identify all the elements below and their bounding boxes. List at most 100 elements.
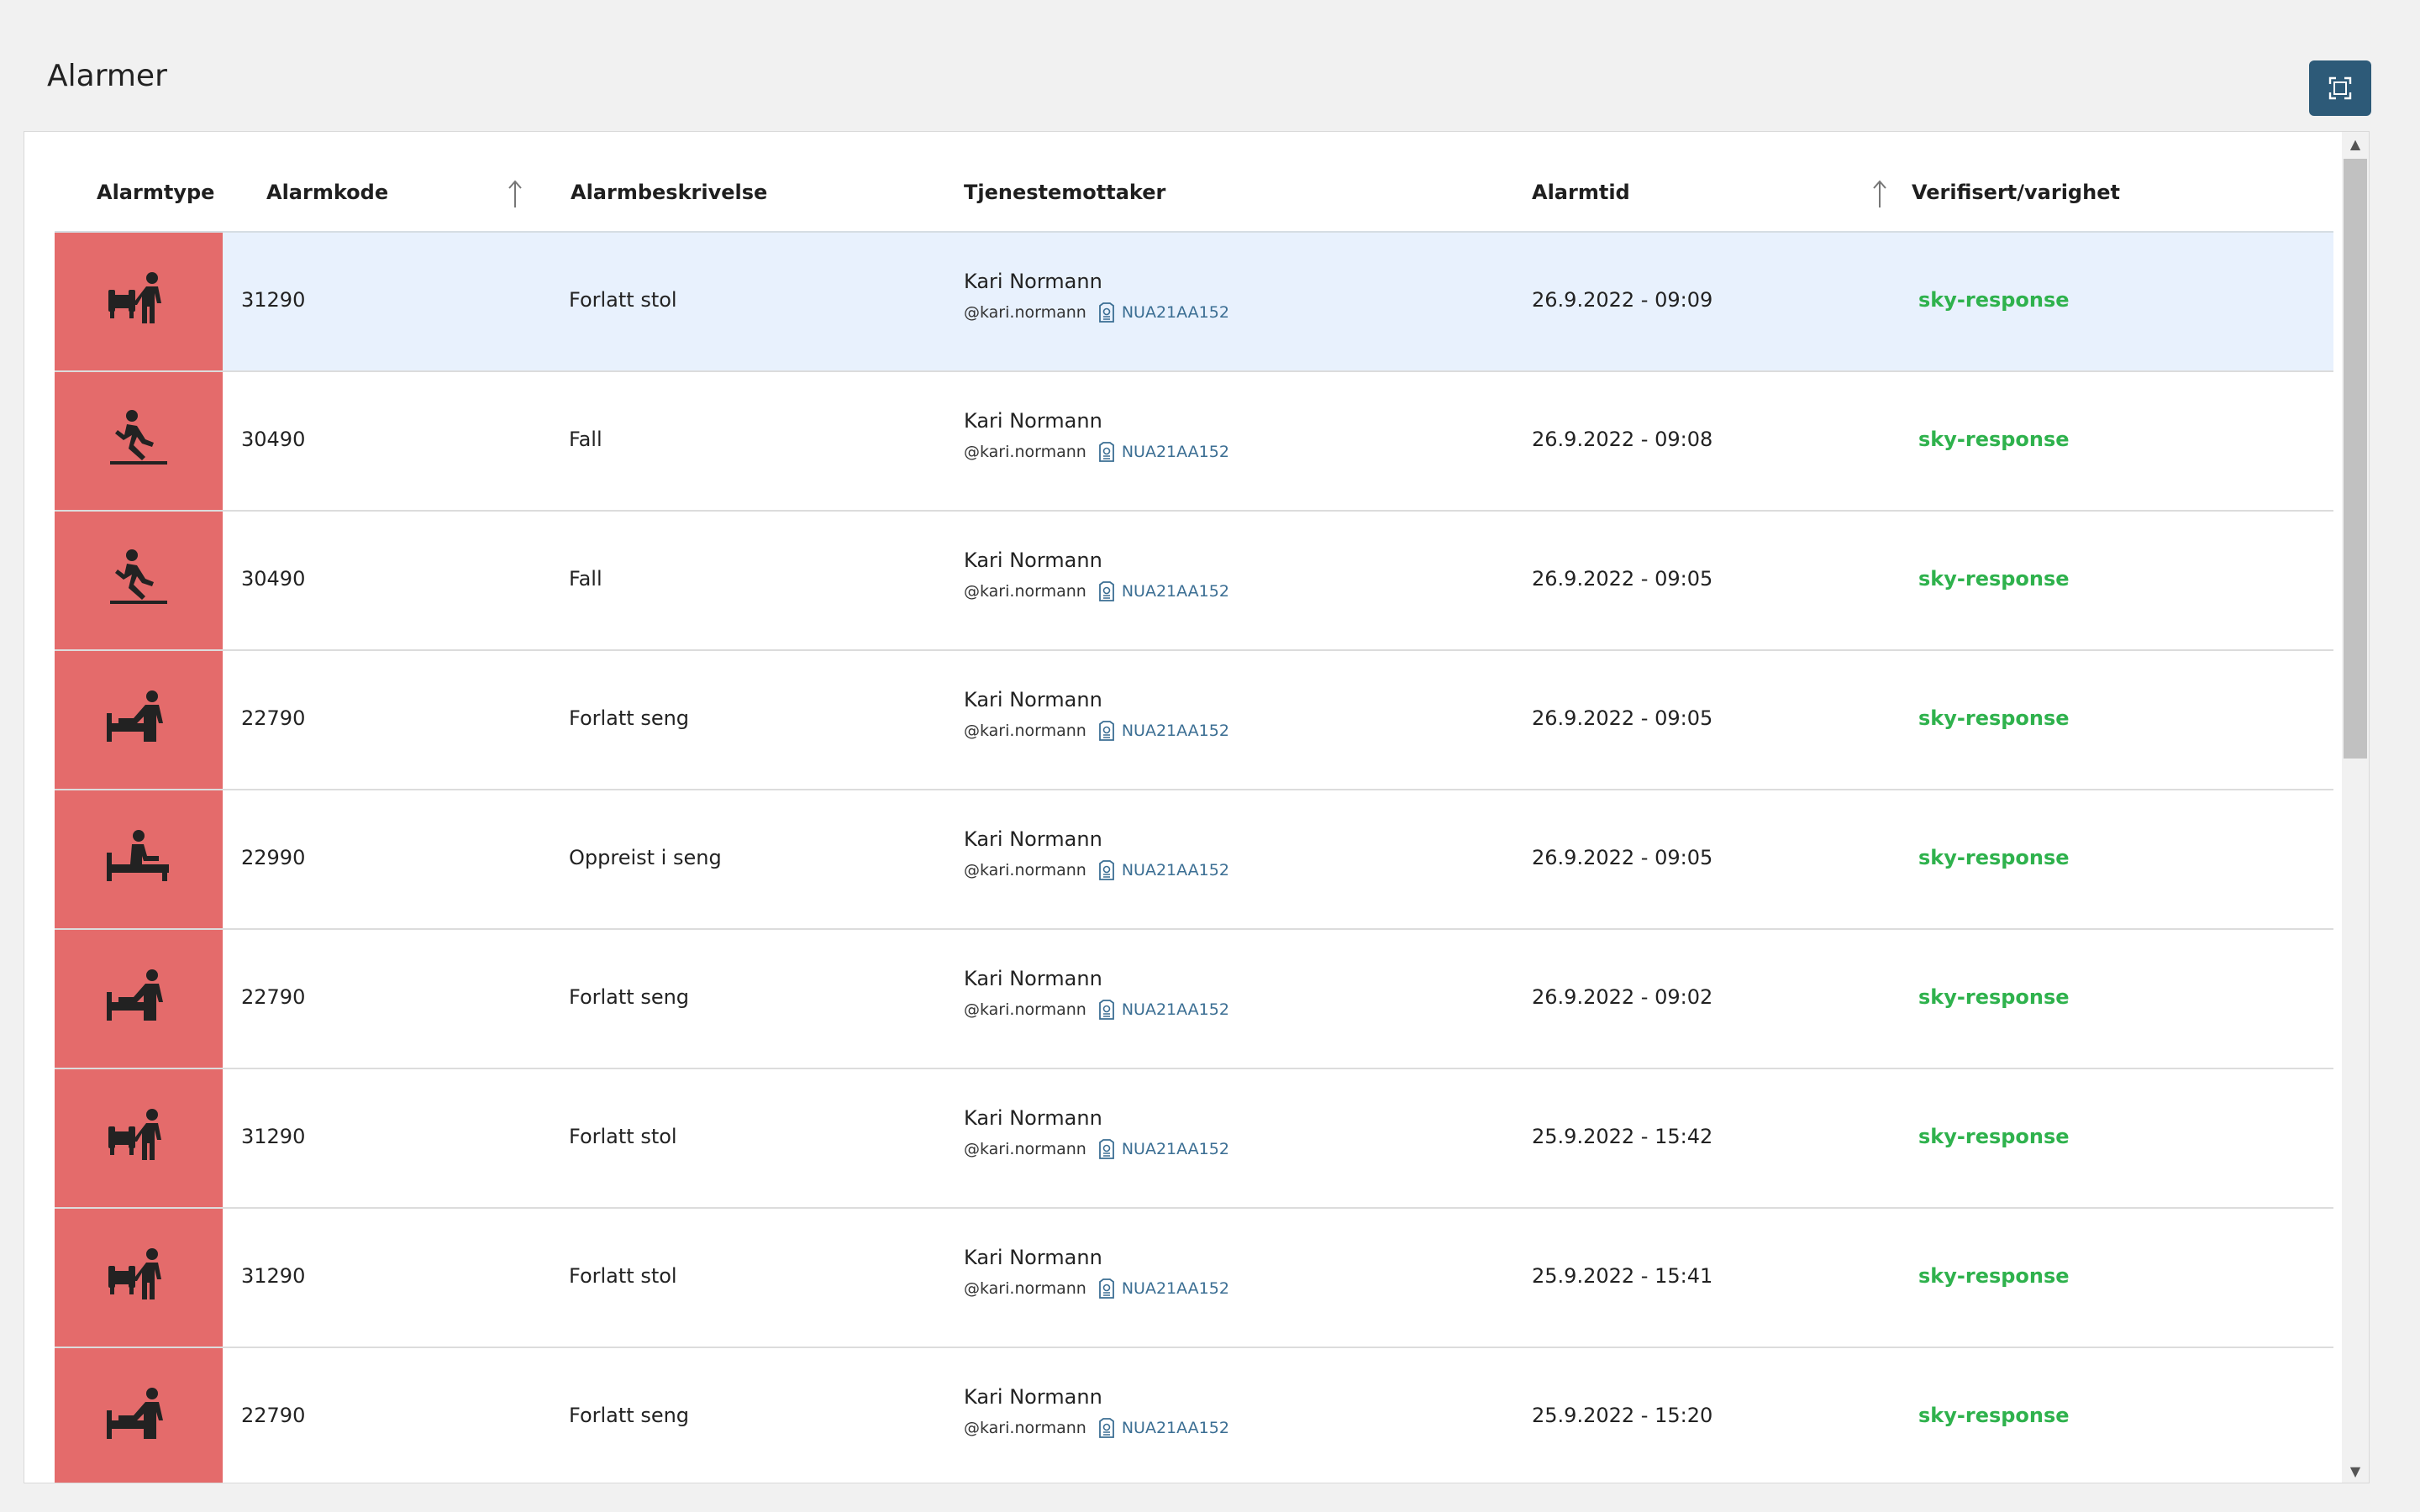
sensor-device-icon: [1098, 580, 1115, 602]
table-row[interactable]: 31290 Forlatt stol Kari Normann @kari.no…: [55, 233, 2333, 372]
recipient-username: @kari.normann: [964, 1140, 1086, 1158]
table-body: 31290 Forlatt stol Kari Normann @kari.no…: [55, 233, 2333, 1483]
table-row[interactable]: 22790 Forlatt seng Kari Normann @kari.no…: [55, 1348, 2333, 1483]
device-id-link[interactable]: NUA21AA152: [1121, 582, 1229, 601]
recipient-cell: Kari Normann @kari.normann NUA21AA152: [964, 1246, 1229, 1299]
alarm-description: Forlatt seng: [569, 1404, 690, 1427]
table-row[interactable]: 31290 Forlatt stol Kari Normann @kari.no…: [55, 1209, 2333, 1348]
alarm-time: 26.9.2022 - 09:05: [1532, 846, 1713, 869]
alarm-description: Forlatt seng: [569, 706, 690, 730]
header-recipient[interactable]: Tjenestemottaker: [964, 181, 1166, 204]
recipient-username: @kari.normann: [964, 443, 1086, 461]
verified-status-link[interactable]: sky-response: [1918, 846, 2070, 869]
header-alarm-type[interactable]: Alarmtype: [97, 181, 215, 204]
alarm-type-cell: [55, 1069, 223, 1207]
alarm-type-cell: [55, 930, 223, 1068]
recipient-name[interactable]: Kari Normann: [964, 270, 1102, 293]
recipient-name[interactable]: Kari Normann: [964, 688, 1102, 711]
alarm-time: 25.9.2022 - 15:41: [1532, 1264, 1713, 1288]
table-row[interactable]: 30490 Fall Kari Normann @kari.normann NU…: [55, 372, 2333, 512]
alarm-time: 26.9.2022 - 09:05: [1532, 706, 1713, 730]
alarm-description: Forlatt stol: [569, 1125, 677, 1148]
recipient-username: @kari.normann: [964, 722, 1086, 740]
table-row[interactable]: 22790 Forlatt seng Kari Normann @kari.no…: [55, 651, 2333, 790]
leave-chair-icon: [107, 1246, 171, 1310]
alarm-code: 31290: [241, 1264, 306, 1288]
sort-arrow-up-icon[interactable]: [507, 179, 523, 209]
recipient-name[interactable]: Kari Normann: [964, 409, 1102, 433]
fullscreen-icon: [2328, 76, 2352, 100]
table-row[interactable]: 31290 Forlatt stol Kari Normann @kari.no…: [55, 1069, 2333, 1209]
fullscreen-button[interactable]: [2309, 60, 2371, 116]
recipient-name[interactable]: Kari Normann: [964, 549, 1102, 572]
sensor-device-icon: [1098, 441, 1115, 463]
recipient-username: @kari.normann: [964, 303, 1086, 322]
device-id-link[interactable]: NUA21AA152: [1121, 1279, 1229, 1298]
verified-status-link[interactable]: sky-response: [1918, 985, 2070, 1009]
device-id-link[interactable]: NUA21AA152: [1121, 861, 1229, 879]
alarm-description: Forlatt seng: [569, 985, 690, 1009]
alarm-type-cell: [55, 233, 223, 370]
leave-chair-icon: [107, 270, 171, 333]
alarm-time: 26.9.2022 - 09:05: [1532, 567, 1713, 591]
alarm-code: 22790: [241, 1404, 306, 1427]
recipient-username: @kari.normann: [964, 861, 1086, 879]
recipient-username: @kari.normann: [964, 582, 1086, 601]
leave-bed-icon: [105, 967, 172, 1031]
sensor-device-icon: [1098, 1417, 1115, 1439]
recipient-name[interactable]: Kari Normann: [964, 827, 1102, 851]
recipient-name[interactable]: Kari Normann: [964, 967, 1102, 990]
alarm-time: 25.9.2022 - 15:42: [1532, 1125, 1713, 1148]
alarm-code: 22790: [241, 706, 306, 730]
recipient-name[interactable]: Kari Normann: [964, 1385, 1102, 1409]
recipient-cell: Kari Normann @kari.normann NUA21AA152: [964, 688, 1229, 742]
header-alarm-description[interactable]: Alarmbeskrivelse: [571, 181, 768, 204]
alarm-type-cell: [55, 1209, 223, 1347]
sensor-device-icon: [1098, 720, 1115, 742]
table-header: Alarmtype Alarmkode Alarmbeskrivelse Tje…: [55, 132, 2333, 233]
alarm-table-panel: Alarmtype Alarmkode Alarmbeskrivelse Tje…: [24, 131, 2370, 1483]
recipient-username: @kari.normann: [964, 1419, 1086, 1437]
recipient-name[interactable]: Kari Normann: [964, 1106, 1102, 1130]
recipient-cell: Kari Normann @kari.normann NUA21AA152: [964, 967, 1229, 1021]
scroll-up-arrow-icon[interactable]: ▲: [2349, 135, 2361, 152]
recipient-cell: Kari Normann @kari.normann NUA21AA152: [964, 1385, 1229, 1439]
verified-status-link[interactable]: sky-response: [1918, 567, 2070, 591]
header-verified[interactable]: Verifisert/varighet: [1912, 181, 2120, 204]
recipient-name[interactable]: Kari Normann: [964, 1246, 1102, 1269]
alarm-time: 26.9.2022 - 09:09: [1532, 288, 1713, 312]
device-id-link[interactable]: NUA21AA152: [1121, 722, 1229, 740]
fall-icon: [107, 547, 171, 614]
sort-arrow-up-icon[interactable]: [1871, 179, 1888, 209]
verified-status-link[interactable]: sky-response: [1918, 1264, 2070, 1288]
alarm-code: 30490: [241, 567, 306, 591]
sit-up-bed-icon: [105, 827, 172, 891]
scrollbar-thumb[interactable]: [2344, 159, 2367, 759]
table-row[interactable]: 30490 Fall Kari Normann @kari.normann NU…: [55, 512, 2333, 651]
table-row[interactable]: 22990 Oppreist i seng Kari Normann @kari…: [55, 790, 2333, 930]
device-id-link[interactable]: NUA21AA152: [1121, 1140, 1229, 1158]
scroll-down-arrow-icon[interactable]: ▼: [2349, 1462, 2361, 1479]
recipient-username: @kari.normann: [964, 1000, 1086, 1019]
recipient-cell: Kari Normann @kari.normann NUA21AA152: [964, 1106, 1229, 1160]
page-title: Alarmer: [47, 59, 167, 93]
sensor-device-icon: [1098, 1138, 1115, 1160]
alarm-table: Alarmtype Alarmkode Alarmbeskrivelse Tje…: [55, 132, 2333, 1483]
alarm-type-cell: [55, 512, 223, 649]
sensor-device-icon: [1098, 1278, 1115, 1299]
header-alarm-time[interactable]: Alarmtid: [1532, 181, 1630, 204]
device-id-link[interactable]: NUA21AA152: [1121, 1000, 1229, 1019]
verified-status-link[interactable]: sky-response: [1918, 428, 2070, 451]
header-alarm-code[interactable]: Alarmkode: [266, 181, 389, 204]
alarm-time: 25.9.2022 - 15:20: [1532, 1404, 1713, 1427]
device-id-link[interactable]: NUA21AA152: [1121, 443, 1229, 461]
table-row[interactable]: 22790 Forlatt seng Kari Normann @kari.no…: [55, 930, 2333, 1069]
verified-status-link[interactable]: sky-response: [1918, 1125, 2070, 1148]
verified-status-link[interactable]: sky-response: [1918, 706, 2070, 730]
verified-status-link[interactable]: sky-response: [1918, 288, 2070, 312]
vertical-scrollbar[interactable]: ▲ ▼: [2342, 132, 2369, 1483]
device-id-link[interactable]: NUA21AA152: [1121, 1419, 1229, 1437]
verified-status-link[interactable]: sky-response: [1918, 1404, 2070, 1427]
device-id-link[interactable]: NUA21AA152: [1121, 303, 1229, 322]
